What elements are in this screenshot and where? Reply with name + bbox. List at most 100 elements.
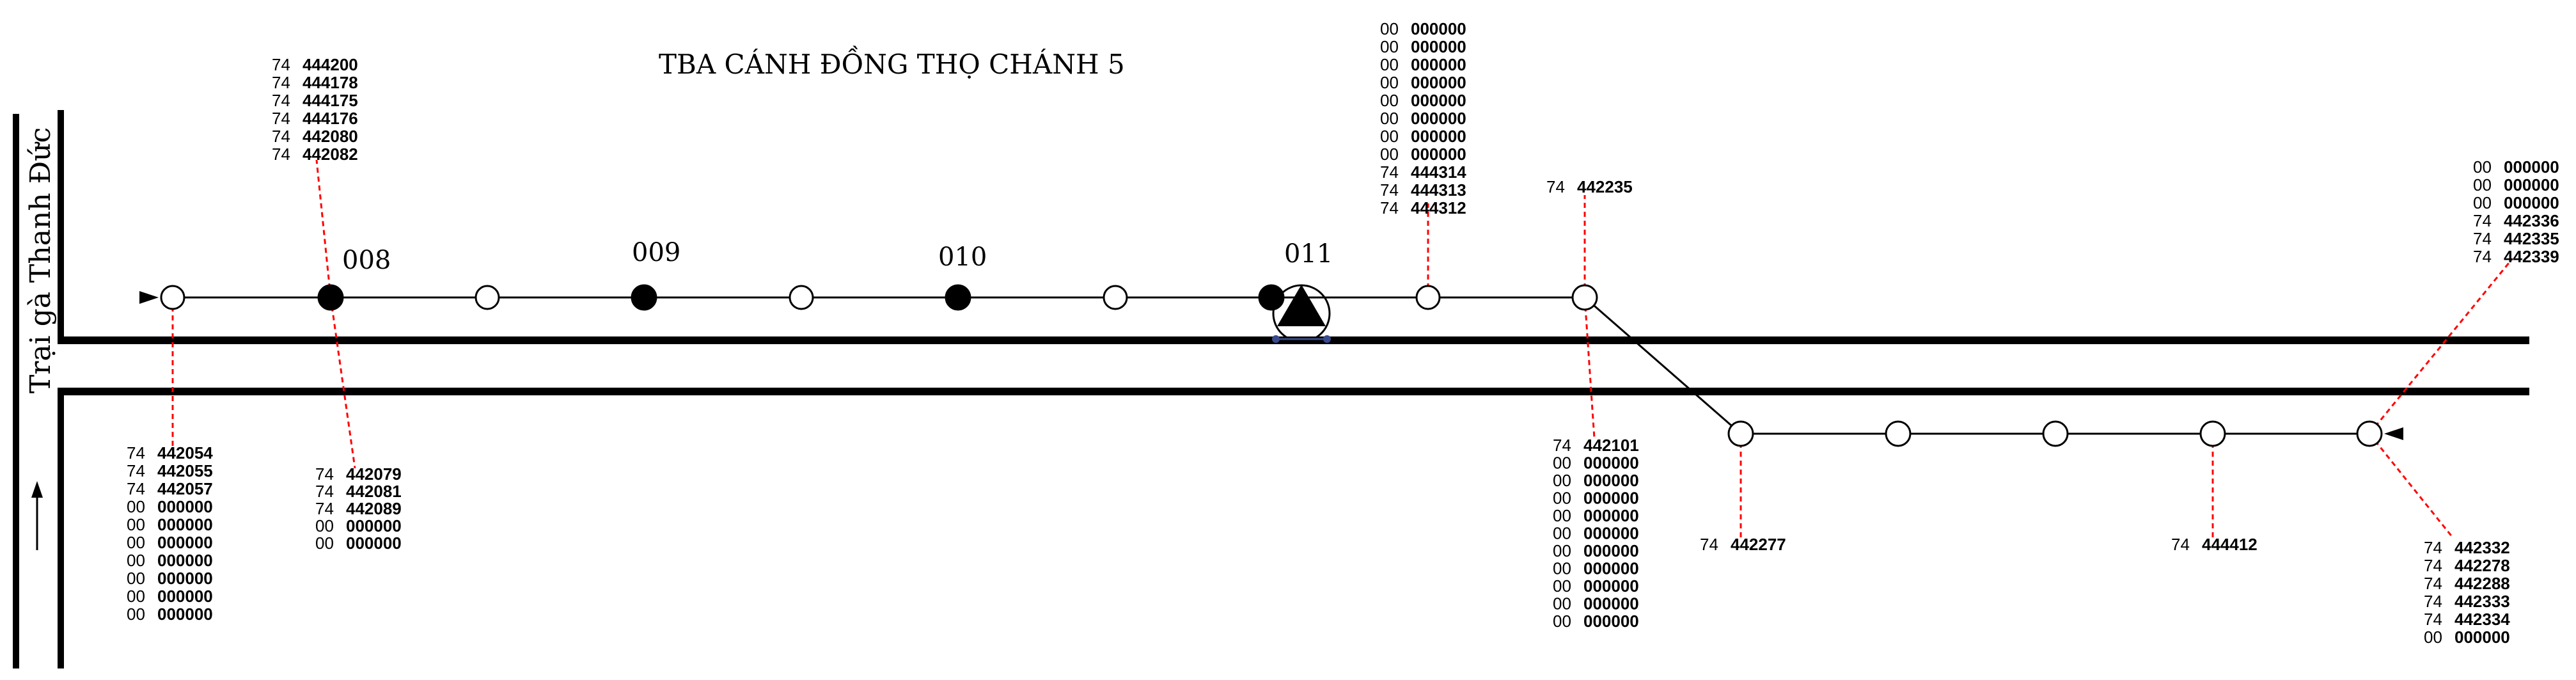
- meter-number: 444176: [302, 109, 358, 128]
- meter-code: 00: [127, 533, 145, 552]
- meter-code: 74: [315, 499, 334, 518]
- meter-number: 000000: [1583, 524, 1639, 543]
- meter-number: 442335: [2504, 229, 2559, 248]
- meter-code: 74: [2424, 538, 2442, 557]
- meter-number: 000000: [157, 605, 213, 624]
- meter-number: 442055: [157, 461, 213, 480]
- meter-code: 74: [2424, 610, 2442, 629]
- meter-code: 74: [272, 127, 290, 146]
- meter-code: 00: [127, 551, 145, 570]
- pole-label-009: 009: [632, 238, 680, 267]
- meter-code: 74: [2473, 229, 2492, 248]
- pole-open: [160, 285, 185, 310]
- road: Trại gà Thanh Đức: [13, 110, 2529, 668]
- meter-number: 442054: [157, 443, 213, 463]
- meter-code: 74: [127, 443, 145, 463]
- meter-number: 000000: [157, 569, 213, 588]
- meter-code: 00: [1553, 471, 1571, 490]
- meter-code: 00: [127, 497, 145, 516]
- meter-number: 000000: [1411, 109, 1466, 128]
- pole-label-011: 011: [1284, 239, 1333, 269]
- meter-number: 000000: [1583, 576, 1639, 596]
- pole-open: [1415, 285, 1441, 310]
- meter-code: 00: [2424, 628, 2442, 647]
- meter-code: 74: [2473, 211, 2492, 230]
- meter-code: 00: [1553, 576, 1571, 596]
- meter-code: 74: [127, 479, 145, 498]
- end-arrowhead-icon: [2384, 427, 2403, 440]
- meter-code: 00: [1380, 19, 1399, 38]
- meter-code: 74: [2473, 247, 2492, 266]
- meter-number: 000000: [2454, 628, 2510, 647]
- meter-number: 442332: [2454, 538, 2510, 557]
- meter-code: 00: [1380, 73, 1399, 92]
- meter-code: 74: [1553, 436, 1571, 455]
- meter-code: 00: [1380, 55, 1399, 74]
- meter-number: 000000: [157, 551, 213, 570]
- meter-code: 74: [2424, 592, 2442, 611]
- meter-number: 000000: [157, 587, 213, 606]
- meter-code: 74: [2171, 535, 2190, 554]
- meter-code: 00: [1380, 37, 1399, 56]
- meter-number: 444312: [1411, 198, 1466, 217]
- leader-008-above: [315, 159, 332, 298]
- meter-number: 442339: [2504, 247, 2559, 266]
- meter-code: 00: [127, 515, 145, 534]
- meter-number: 000000: [1411, 37, 1466, 56]
- meter-code: 00: [315, 516, 334, 535]
- meter-number: 444412: [2202, 535, 2258, 554]
- meter-number: 000000: [1411, 19, 1466, 38]
- meter-code: 74: [315, 464, 334, 484]
- pole-filled-011: [1258, 284, 1285, 311]
- meter-number: 000000: [2504, 193, 2559, 212]
- meter-number: 000000: [346, 534, 402, 553]
- direction-arrow-icon: [31, 481, 43, 550]
- meter-number: 442336: [2504, 211, 2559, 230]
- meter-code: 00: [1553, 559, 1571, 578]
- meter-code: 00: [1553, 454, 1571, 473]
- meter-number: 000000: [1411, 73, 1466, 92]
- pole-open: [789, 285, 814, 310]
- meter-code: 00: [1380, 145, 1399, 164]
- meter-code: 74: [2424, 556, 2442, 575]
- leader-lines: [171, 159, 2513, 538]
- meter-code: 00: [1380, 109, 1399, 128]
- meter-number: 442080: [302, 127, 358, 146]
- meter-code: 74: [2424, 574, 2442, 593]
- meter-code: 00: [1553, 489, 1571, 508]
- meter-group-g-008-above: 74 444200 74 444178 74 444175 74 444176 74 442080…: [272, 55, 358, 164]
- branch-diagonal: [1584, 296, 1741, 435]
- meter-number: 000000: [1583, 594, 1639, 613]
- meter-number: 000000: [1411, 91, 1466, 110]
- meter-number: 000000: [157, 515, 213, 534]
- pole-filled-008: [317, 284, 344, 311]
- meter-code: 74: [1380, 162, 1399, 182]
- meter-number: 442334: [2454, 610, 2510, 629]
- meter-code: 74: [272, 91, 290, 110]
- meter-number: 442235: [1577, 177, 1633, 196]
- meter-code: 00: [127, 569, 145, 588]
- meter-number: 000000: [157, 533, 213, 552]
- leader-008-below: [329, 297, 356, 469]
- meter-number: 444178: [302, 73, 358, 92]
- meter-code: 74: [1380, 180, 1399, 200]
- pole-open: [1571, 284, 1598, 311]
- diagram-title: TBA CÁNH ĐỒNG THỌ CHÁNH 5: [659, 45, 1125, 80]
- meter-number: 000000: [1583, 506, 1639, 525]
- meter-group-g-lower5-below: 74 442332 74 442278 74 442288 74 442333 74 442334…: [2424, 538, 2510, 647]
- meter-code: 00: [1380, 127, 1399, 146]
- meter-number: 000000: [1411, 145, 1466, 164]
- meter-number: 000000: [2504, 175, 2559, 194]
- pole-label-010: 010: [938, 242, 987, 272]
- meter-code: 00: [1553, 524, 1571, 543]
- meter-code: 00: [1553, 594, 1571, 613]
- meter-number: 442082: [302, 145, 358, 164]
- meter-code: 00: [1553, 506, 1571, 525]
- road-label: Trại gà Thanh Đức: [24, 127, 57, 393]
- pole-filled-009: [631, 284, 657, 311]
- meter-number: 000000: [1411, 55, 1466, 74]
